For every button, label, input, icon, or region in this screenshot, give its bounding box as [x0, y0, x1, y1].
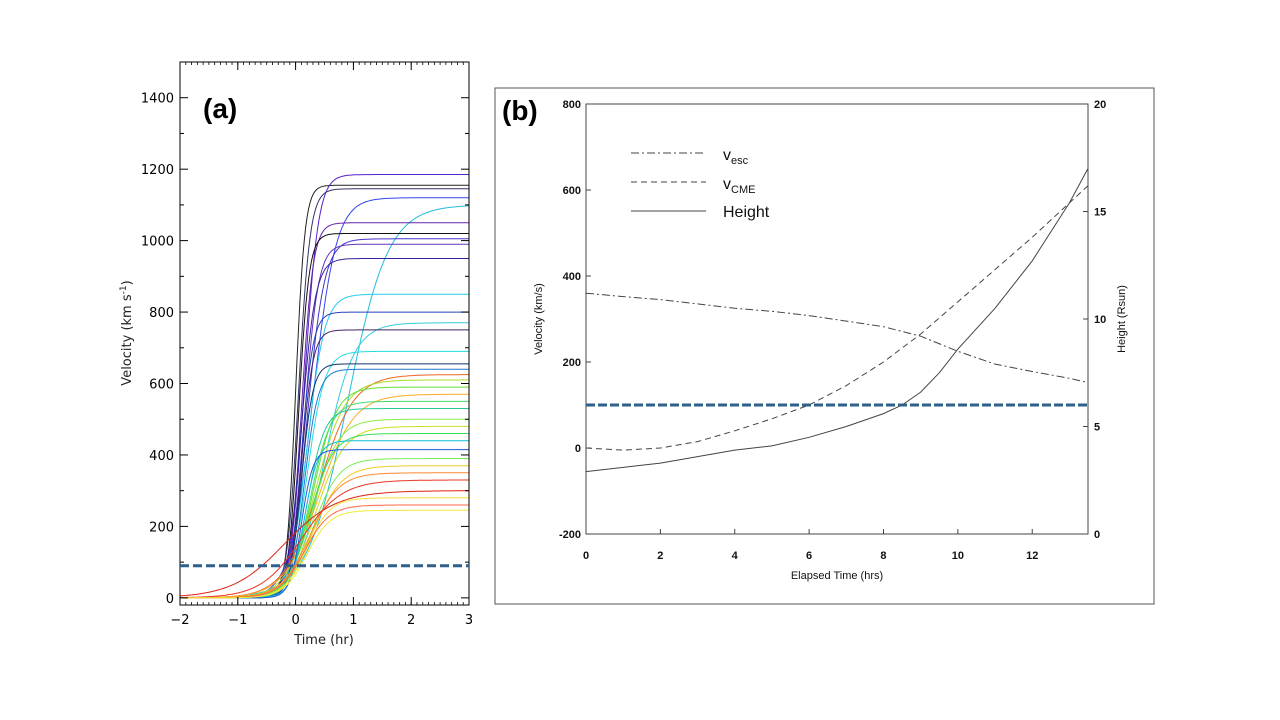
panel-b-tag: (b)	[502, 95, 538, 126]
legend-item-vcme: vCME	[631, 176, 755, 196]
panel-a-y-axis-label: Velocity (km s-1)	[119, 280, 135, 385]
legend-label-vcme: vCME	[723, 176, 755, 196]
panel-a-velocity-curve-8	[180, 243, 469, 599]
panel-b-y-tick-label: -200	[559, 529, 581, 541]
panel-a-y-label-end: )	[120, 280, 135, 285]
panel-a-y-tick-label: 1400	[141, 92, 174, 107]
panel-a-velocity-curve-1	[180, 174, 469, 599]
panel-b-curve-v-cme	[585, 185, 1089, 451]
panel-a-velocity-curve-2	[180, 188, 469, 599]
panel-a-velocity-curve-31	[179, 479, 469, 599]
panel-a-velocity-curve-9	[180, 258, 469, 599]
panel-b-x-tick-label: 10	[952, 550, 964, 562]
panel-b-y2-tick-label: 0	[1094, 529, 1100, 541]
panel-b-y-tick-label: 600	[563, 185, 581, 197]
panel-a-x-tick-label: −2	[170, 613, 189, 628]
panel-a-velocity-curve-34	[180, 504, 469, 599]
panel-b-y-tick-label: 400	[563, 271, 581, 283]
panel-a-plot-frame	[179, 61, 470, 606]
panel-a-velocity-curve-29	[180, 465, 469, 599]
panel-a-x-tick-label: 0	[291, 613, 299, 628]
panel-a-y-tick-label: 600	[149, 378, 174, 393]
panel-a-x-tick-label: 2	[407, 613, 415, 628]
panel-b-y-axis-label: Velocity (km/s)	[533, 283, 545, 355]
legend-vesc-sub: esc	[731, 155, 749, 167]
panel-b-x-tick-label: 6	[806, 550, 812, 562]
panel-a-y-tick-label: 800	[149, 306, 174, 321]
panel-a-velocity-curve-13	[180, 329, 469, 599]
panel-a-velocity-curve-6	[180, 233, 469, 599]
legend-vesc-name: v	[723, 147, 731, 164]
panel-a-y-tick-label: 200	[149, 520, 174, 535]
panel-b-x-tick-label: 2	[657, 550, 663, 562]
panel-a-y-label-main: Velocity (km s	[120, 294, 135, 386]
panel-a-y-tick-label: 1200	[141, 163, 174, 178]
panel-b-outer-frame	[494, 87, 1155, 605]
legend-item-height: Height	[631, 204, 770, 221]
panel-a-velocity-chart: −2 −1 0 1 2 3 0 200 400 600 800 1000 1200 1400 (a) Ti…	[119, 61, 473, 648]
panel-b-y-tick-label: 800	[563, 99, 581, 111]
panel-a-velocity-curve-3	[180, 197, 469, 599]
legend-label-vesc: vesc	[723, 147, 749, 167]
panel-b-y2-tick-label: 5	[1094, 422, 1100, 434]
panel-a-y-tick-label: 0	[166, 592, 174, 607]
panel-a-x-tick-label: −1	[228, 613, 247, 628]
panel-a-velocity-curve-10	[180, 293, 469, 599]
panel-b-y2-axis-label: Height (Rsun)	[1116, 285, 1128, 353]
panel-a-velocity-curve-7	[180, 238, 469, 599]
panel-a-x-tick-label: 1	[349, 613, 357, 628]
panel-a-velocity-curve-14	[180, 350, 469, 599]
panel-b-curve-height	[585, 168, 1089, 473]
panel-a-velocity-curve-35	[180, 509, 469, 599]
panel-a-velocity-curve-33	[180, 497, 469, 599]
legend-item-vesc: vesc	[631, 147, 749, 167]
panel-a-x-tick-label: 3	[465, 613, 473, 628]
panel-b-x-tick-label: 0	[583, 550, 589, 562]
panel-b-x-axis-label: Elapsed Time (hrs)	[791, 570, 883, 582]
panel-a-y-tick-label: 1000	[141, 235, 174, 250]
panel-b-legend: vesc vCME Height	[631, 147, 770, 221]
panel-a-velocity-curve-11	[180, 311, 469, 599]
legend-label-height: Height	[723, 204, 770, 221]
panel-b-y-tick-label: 0	[575, 443, 581, 455]
legend-vcme-name: v	[723, 176, 731, 193]
panel-b-x-tick-label: 12	[1026, 550, 1038, 562]
panel-a-velocity-curve-32	[179, 490, 469, 597]
panel-b-y-tick-label: 200	[563, 357, 581, 369]
panel-a-velocity-curve-0	[180, 184, 469, 599]
panel-a-axis-ticks: −2 −1 0 1 2 3 0 200 400 600 800 1000 1200 1400	[141, 62, 473, 628]
panel-b-curves	[585, 168, 1089, 473]
panel-a-velocity-curve-26	[180, 440, 469, 599]
panel-a-velocity-curve-5	[180, 222, 469, 599]
panel-b-y2-tick-label: 10	[1094, 314, 1106, 326]
panel-b-x-tick-label: 4	[732, 550, 739, 562]
panel-b-y2-tick-label: 15	[1094, 207, 1106, 219]
panel-a-x-axis-label: Time (hr)	[293, 633, 354, 648]
panel-a-tag: (a)	[203, 93, 237, 124]
panel-a-velocity-curve-15	[180, 363, 469, 599]
panel-a-y-tick-label: 400	[149, 449, 174, 464]
legend-vcme-sub: CME	[731, 184, 755, 196]
panel-b-x-tick-label: 8	[880, 550, 886, 562]
panel-a-y-label-sup: -1	[119, 285, 129, 294]
panel-a-velocity-curves	[179, 174, 469, 599]
panel-a-velocity-curve-16	[180, 368, 469, 599]
panel-b-y2-tick-label: 20	[1094, 99, 1106, 111]
panel-b-curve-v-esc	[585, 292, 1089, 384]
panel-a-velocity-curve-20	[180, 393, 469, 599]
